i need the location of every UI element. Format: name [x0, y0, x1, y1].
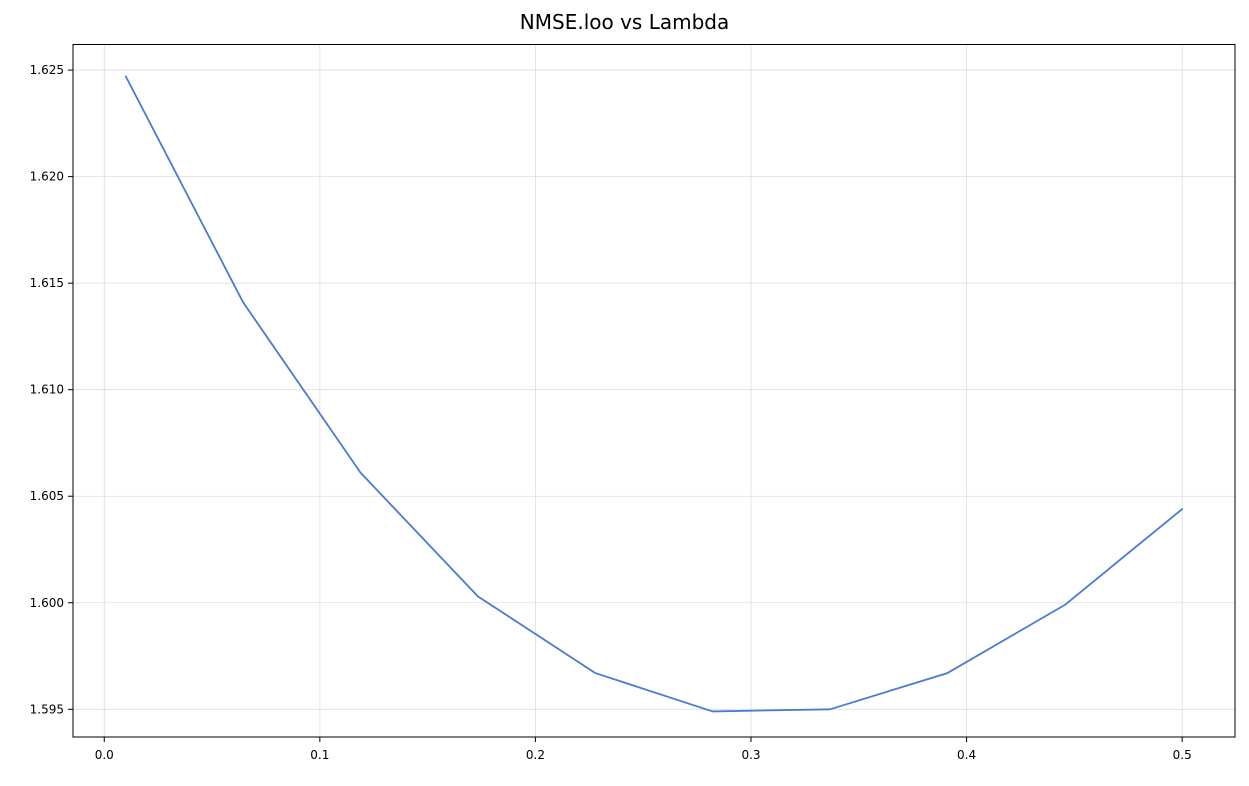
x-tick-label: 0.3 — [741, 748, 760, 762]
x-tick-label: 0.4 — [957, 748, 976, 762]
series-line — [124, 75, 1184, 713]
chart-title: NMSE.loo vs Lambda — [519, 10, 730, 34]
tick-layer: 0.0 0.1 0.2 0.3 0.4 0.5 1.595 1.600 1.605 1.610 1.… — [30, 63, 1192, 762]
x-tick-label: 0.5 — [1173, 748, 1192, 762]
series-layer — [124, 75, 1184, 713]
x-tick-label: 0.1 — [310, 748, 329, 762]
plot-frame — [72, 44, 1236, 738]
y-tick-label: 1.615 — [30, 276, 64, 290]
y-tick-label: 1.625 — [30, 63, 64, 77]
y-tick-label: 1.605 — [30, 489, 64, 503]
x-tick-label: 0.0 — [95, 748, 114, 762]
y-tick-label: 1.610 — [30, 383, 64, 397]
grid-layer — [73, 44, 1235, 737]
y-tick-label: 1.595 — [30, 702, 64, 716]
y-tick-label: 1.620 — [30, 170, 64, 184]
x-tick-label: 0.2 — [526, 748, 545, 762]
y-tick-label: 1.600 — [30, 596, 64, 610]
